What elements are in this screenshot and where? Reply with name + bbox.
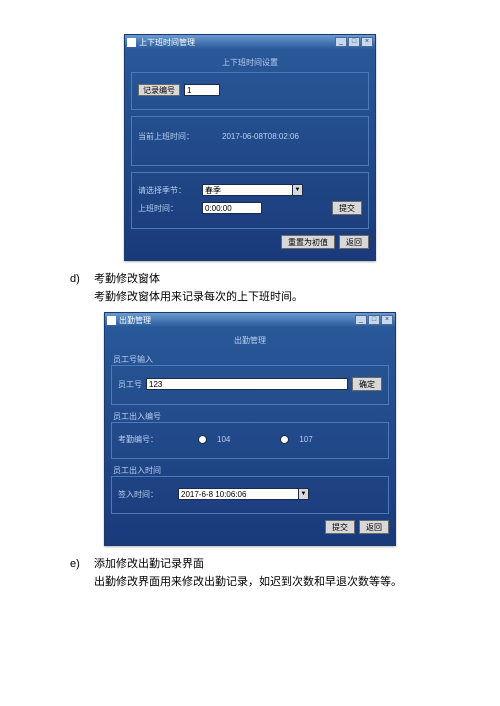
group3-title: 员工出入时间 xyxy=(113,465,389,476)
reset-button[interactable]: 重置为初值 xyxy=(281,235,335,249)
close-icon[interactable]: × xyxy=(381,315,393,325)
radio-104-label: 104 xyxy=(217,435,230,444)
record-value[interactable]: 1 xyxy=(184,84,220,96)
window-attendance: 出勤管理 _ □ × 出勤管理 员工号输入 员工号 123 确定 员工出入编号 … xyxy=(104,312,396,546)
season-value: 春季 xyxy=(202,184,292,196)
maximize-icon[interactable]: □ xyxy=(368,315,380,325)
caption-title: 考勤修改窗体 xyxy=(94,273,160,285)
time-group: 签入时间： 2017-6-8 10:06:06 ▼ xyxy=(111,476,389,514)
back-button[interactable]: 返回 xyxy=(339,235,369,249)
caption-desc: 出勤修改界面用来修改出勤记录，如迟到次数和早退次数等等。 xyxy=(94,576,402,588)
signin-time-label: 签入时间： xyxy=(118,489,174,500)
confirm-button[interactable]: 确定 xyxy=(352,377,382,391)
back-button[interactable]: 返回 xyxy=(359,520,389,534)
current-time-group: 当前上班时间： 2017-06-08T08:02:06 xyxy=(131,116,369,166)
emp-input-group: 员工号 123 确定 xyxy=(111,365,389,405)
radio-107[interactable] xyxy=(280,435,289,444)
group2-title: 员工出入编号 xyxy=(113,411,389,422)
record-label: 记录编号 xyxy=(138,84,180,96)
radio-104[interactable] xyxy=(198,435,207,444)
chevron-down-icon[interactable]: ▼ xyxy=(292,184,303,196)
app-icon xyxy=(127,38,136,47)
group1-title: 员工号输入 xyxy=(113,354,389,365)
minimize-icon[interactable]: _ xyxy=(355,315,367,325)
radio-group-label: 考勤编号： xyxy=(118,434,158,445)
work-time-label: 上班时间： xyxy=(138,203,198,214)
titlebar[interactable]: 出勤管理 _ □ × xyxy=(105,313,395,327)
caption-e: e) 添加修改出勤记录界面 出勤修改界面用来修改出勤记录，如迟到次数和早退次数等… xyxy=(70,556,460,591)
current-time-label: 当前上班时间： xyxy=(138,131,218,142)
section-title: 上下班时间设置 xyxy=(131,57,369,68)
list-marker: d) xyxy=(70,271,84,306)
radio-107-label: 107 xyxy=(299,435,312,444)
window-title: 上下班时间管理 xyxy=(139,37,195,48)
signin-time-dropdown[interactable]: 2017-6-8 10:06:06 ▼ xyxy=(178,488,309,500)
window-title: 出勤管理 xyxy=(119,315,151,326)
list-marker: e) xyxy=(70,556,84,591)
season-label: 请选择季节： xyxy=(138,185,198,196)
record-group: 记录编号 1 xyxy=(131,72,369,110)
settings-group: 请选择季节： 春季 ▼ 上班时间： 0:00:00 提交 xyxy=(131,172,369,229)
close-icon[interactable]: × xyxy=(361,37,373,47)
inout-id-group: 考勤编号： 104 107 xyxy=(111,422,389,459)
season-dropdown[interactable]: 春季 ▼ xyxy=(202,184,303,196)
app-icon xyxy=(107,316,116,325)
emp-input[interactable]: 123 xyxy=(146,378,348,390)
current-time-value: 2017-06-08T08:02:06 xyxy=(222,132,299,141)
chevron-down-icon[interactable]: ▼ xyxy=(298,488,309,500)
window-shift-time: 上下班时间管理 _ □ × 上下班时间设置 记录编号 1 当前上班时间： 201… xyxy=(124,34,376,261)
submit-button[interactable]: 提交 xyxy=(325,520,355,534)
work-time-input[interactable]: 0:00:00 xyxy=(202,202,262,214)
submit-button[interactable]: 提交 xyxy=(332,201,362,215)
caption-d: d) 考勤修改窗体 考勤修改窗体用来记录每次的上下班时间。 xyxy=(70,271,460,306)
signin-time-value: 2017-6-8 10:06:06 xyxy=(178,488,298,500)
minimize-icon[interactable]: _ xyxy=(335,37,347,47)
maximize-icon[interactable]: □ xyxy=(348,37,360,47)
titlebar[interactable]: 上下班时间管理 _ □ × xyxy=(125,35,375,49)
section-title: 出勤管理 xyxy=(111,335,389,346)
caption-title: 添加修改出勤记录界面 xyxy=(94,558,204,570)
emp-label: 员工号 xyxy=(118,379,142,390)
caption-desc: 考勤修改窗体用来记录每次的上下班时间。 xyxy=(94,291,303,303)
